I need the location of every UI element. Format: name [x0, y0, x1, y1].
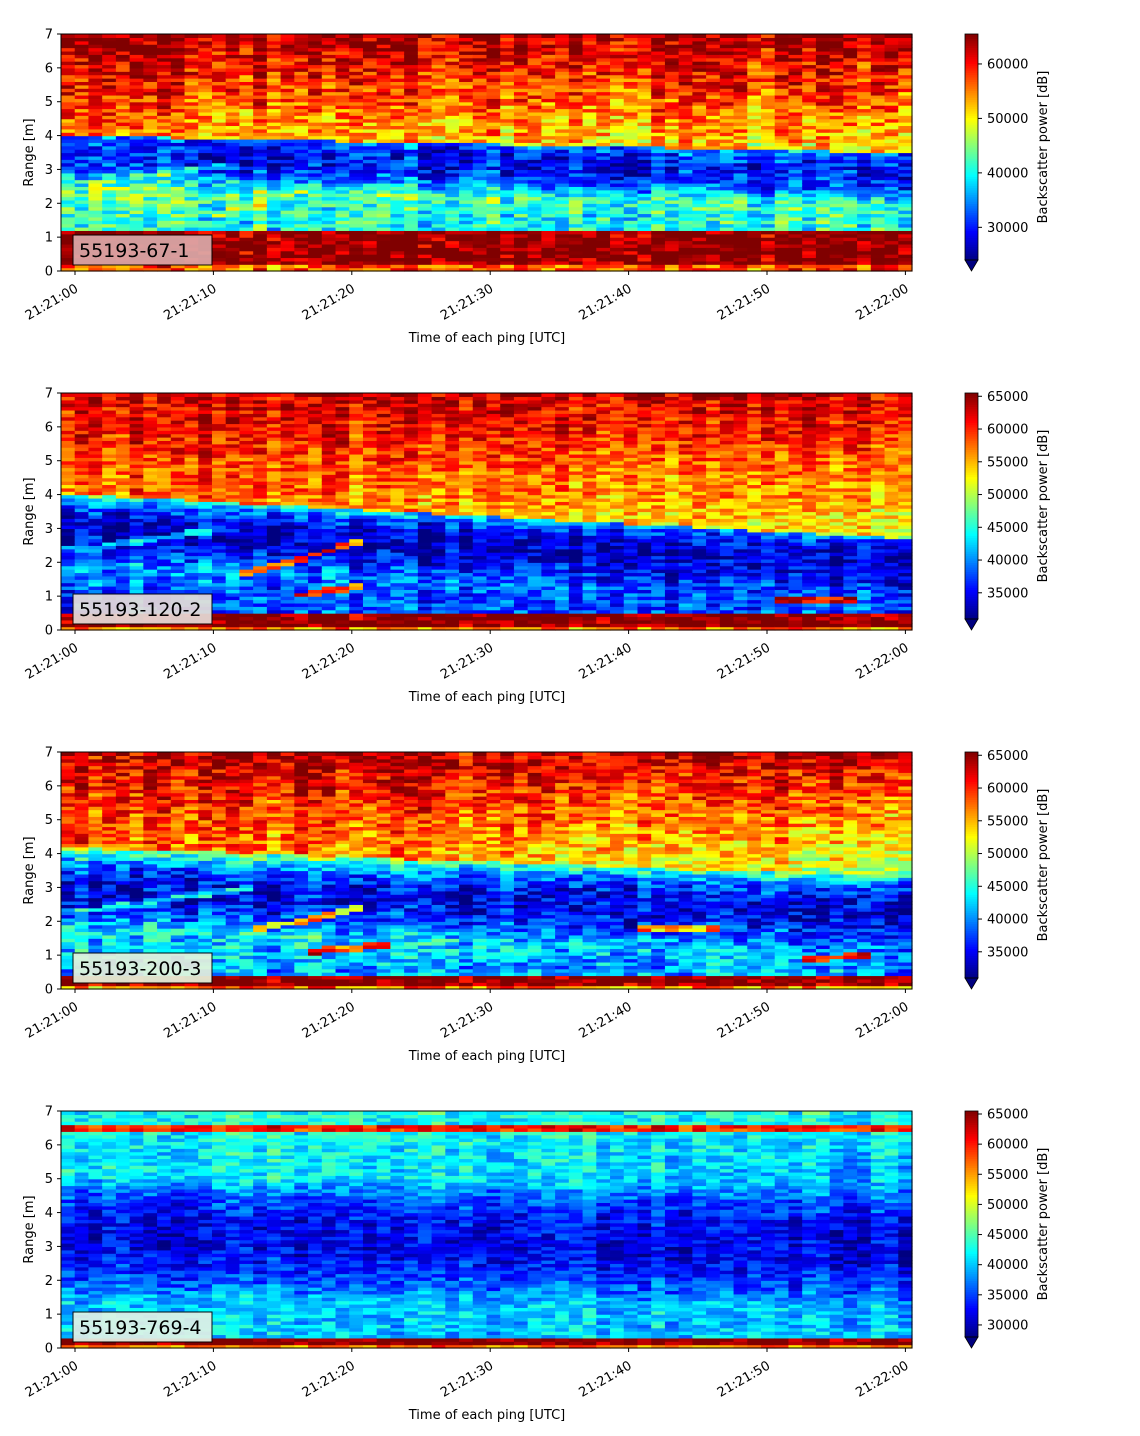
x-axis-label: Time of each ping [UTC] — [408, 331, 566, 346]
heatmap-cell — [143, 34, 157, 38]
heatmap-cell — [555, 34, 569, 38]
y-tick-label: 7 — [45, 28, 53, 43]
heatmap-cell — [871, 34, 885, 38]
heatmap-cell — [226, 34, 240, 38]
heatmap-cell — [500, 34, 514, 38]
heatmap-cell — [75, 393, 89, 397]
heatmap-cell — [857, 34, 871, 38]
y-tick-label: 6 — [45, 61, 53, 76]
heatmap-cell — [390, 34, 404, 38]
heatmap-cell — [198, 34, 212, 38]
heatmap-cell — [898, 34, 912, 38]
heatmap-cell — [596, 34, 610, 38]
panel-label: 55193-67-1 — [73, 235, 212, 265]
heatmap-cell — [788, 34, 802, 38]
x-tick-label: 21:21:50 — [715, 281, 773, 323]
heatmap-cell — [363, 34, 377, 38]
heatmap-cell — [569, 34, 583, 38]
heatmap-cell — [308, 34, 322, 38]
x-tick-label: 21:21:20 — [300, 281, 358, 323]
panel-label-text: 55193-67-1 — [79, 240, 189, 262]
y-tick-label: 3 — [45, 163, 53, 178]
heatmap-cell — [116, 34, 130, 38]
heatmap-cell — [116, 393, 130, 397]
colorbar-tick-label: 60000 — [987, 57, 1028, 72]
x-tick-label: 21:21:00 — [23, 281, 81, 323]
x-tick-label: 21:21:30 — [438, 281, 496, 323]
heatmap-cell — [432, 34, 446, 38]
y-tick-label: 4 — [45, 129, 53, 144]
colorbar-segment — [965, 34, 978, 37]
heatmap-cell — [88, 393, 102, 397]
heatmap-cell — [720, 34, 734, 38]
heatmap-cell — [528, 34, 542, 38]
heatmap-cell — [61, 34, 75, 38]
x-tick-label: 21:21:40 — [577, 281, 635, 323]
heatmap-cell — [706, 34, 720, 38]
heatmap-cell — [130, 393, 144, 397]
heatmap-cell — [692, 34, 706, 38]
y-tick-label: 2 — [45, 197, 53, 212]
heatmap-cell — [843, 34, 857, 38]
colorbar: 30000 40000 50000 60000 Backscatter power [d… — [965, 34, 1051, 271]
heatmap-cell — [651, 34, 665, 38]
heatmap-cell — [885, 34, 899, 38]
heatmap-cell — [445, 34, 459, 38]
colorbar-tick-label: 40000 — [987, 166, 1028, 181]
panel-1: 0 1 2 3 4 5 6 7 Range [m] 21:21:00 21:21:10 21:21:2… — [22, 28, 1051, 347]
heatmap-cell — [610, 34, 624, 38]
heatmap-cell — [761, 34, 775, 38]
heatmap-cell — [281, 34, 295, 38]
heatmap-cell — [541, 34, 555, 38]
heatmap-cell — [583, 34, 597, 38]
heatmap-cell — [349, 34, 363, 38]
heatmap-cell — [75, 34, 89, 38]
y-tick-label: 1 — [45, 231, 53, 246]
heatmap-cell — [747, 34, 761, 38]
heatmap-cell — [88, 34, 102, 38]
heatmap-cell — [679, 34, 693, 38]
heatmap-cell — [473, 34, 487, 38]
heatmap-cell — [102, 393, 116, 397]
y-axis-label: Range [m] — [22, 118, 37, 186]
heatmap-cell — [294, 34, 308, 38]
heatmap-cell — [157, 34, 171, 38]
heatmap-cell — [143, 393, 157, 397]
heatmap-cell — [404, 34, 418, 38]
heatmap-cell — [816, 34, 830, 38]
heatmap-cell — [802, 34, 816, 38]
heatmap-cell — [514, 34, 528, 38]
heatmap-cell — [377, 34, 391, 38]
colorbar-label: Backscatter power [dB] — [1036, 71, 1051, 224]
heatmap-cell — [239, 34, 253, 38]
heatmap-cell — [418, 34, 432, 38]
heatmap-cell — [212, 34, 226, 38]
heatmap-cell — [267, 34, 281, 38]
colorbar-tick-label: 30000 — [987, 221, 1028, 236]
heatmap-cell — [665, 34, 679, 38]
heatmap-cell — [322, 34, 336, 38]
heatmap-cell — [185, 34, 199, 38]
x-tick-label: 21:21:10 — [161, 281, 219, 323]
heatmap-cell — [487, 34, 501, 38]
heatmap-cell — [130, 34, 144, 38]
y-tick-label: 5 — [45, 95, 53, 110]
heatmap-cell — [253, 34, 267, 38]
heatmap-cell — [637, 34, 651, 38]
heatmap-cell — [336, 34, 350, 38]
heatmap-cell — [459, 34, 473, 38]
colorbar-extend-min — [965, 260, 978, 271]
x-tick-label: 21:22:00 — [853, 281, 911, 323]
heatmap-cell — [61, 393, 75, 397]
heatmap-cell — [171, 34, 185, 38]
heatmap-cell — [734, 34, 748, 38]
panel-2: 01234567Range [m]21:21:00 21:21:10 21:21:2… — [22, 387, 1051, 706]
heatmap-cell — [830, 34, 844, 38]
y-tick-label: 0 — [45, 265, 53, 280]
heatmap-cell — [775, 34, 789, 38]
colorbar-tick-label: 50000 — [987, 112, 1028, 127]
heatmap-cell — [624, 34, 638, 38]
heatmap-cell — [102, 34, 116, 38]
